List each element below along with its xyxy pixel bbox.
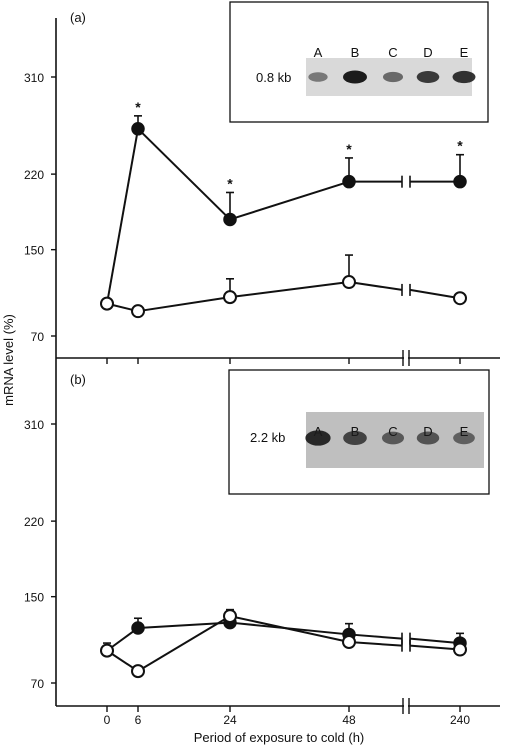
series-line-segment xyxy=(348,640,403,647)
significance-star: * xyxy=(346,141,352,157)
series-line-segment xyxy=(137,621,231,629)
y-tick-label: 310 xyxy=(24,418,44,432)
series-line-segment xyxy=(229,281,350,299)
x-tick-label: 6 xyxy=(135,713,142,727)
inset-lane-label: E xyxy=(460,45,469,60)
inset-band xyxy=(381,431,405,445)
series-line-segment xyxy=(348,633,403,640)
inset-band xyxy=(453,431,475,445)
y-tick-label: 220 xyxy=(24,168,44,182)
ticks-layer: 70 150 220 310 70 150 220 310 0 6 24 48 240 xyxy=(24,71,470,727)
inset-lane-label: D xyxy=(423,45,432,60)
x-tick-label: 240 xyxy=(450,713,470,727)
series-line-segment xyxy=(229,180,350,221)
data-point-open xyxy=(453,642,467,657)
inset-band xyxy=(343,70,367,84)
y-axis-title: mRNA level (%) xyxy=(1,314,16,406)
data-point-filled xyxy=(223,212,237,227)
inset-a-size-label: 0.8 kb xyxy=(256,70,291,85)
series-line-segment xyxy=(348,281,403,291)
inset-lane-label: B xyxy=(351,45,360,60)
data-point-open xyxy=(131,304,145,319)
inset-lane-label: E xyxy=(460,424,469,439)
significance-star: * xyxy=(135,99,141,115)
y-tick-label: 310 xyxy=(24,71,44,85)
series-line-segment xyxy=(409,637,461,645)
inset-lane-label: C xyxy=(388,45,397,60)
data-point-open xyxy=(223,290,237,305)
series-line-segment xyxy=(137,128,231,221)
axis-break-bottom xyxy=(402,698,410,714)
inset-band xyxy=(452,70,476,84)
inset-band xyxy=(416,71,440,83)
axis-break-top xyxy=(402,350,410,366)
inset-band xyxy=(305,430,331,446)
data-point-filled xyxy=(342,174,356,189)
y-tick-label: 70 xyxy=(31,330,45,344)
data-point-open xyxy=(131,664,145,679)
data-point-open xyxy=(100,296,114,311)
data-point-filled xyxy=(131,621,145,635)
data-point-filled xyxy=(453,174,467,189)
series-line-segment xyxy=(409,644,461,651)
inset-band xyxy=(308,72,328,82)
x-tick-label: 48 xyxy=(342,713,356,727)
series-line-segment xyxy=(106,128,139,304)
data-point-open xyxy=(342,275,356,290)
series-layer: * * * * xyxy=(100,99,467,679)
inset-a-lanes: A B C D E xyxy=(308,45,476,84)
data-point-open xyxy=(223,609,237,624)
data-point-open xyxy=(342,634,356,649)
x-tick-label: 24 xyxy=(223,713,237,727)
y-tick-label: 220 xyxy=(24,515,44,529)
inset-lane-label: C xyxy=(388,424,397,439)
inset-band xyxy=(382,71,404,83)
data-point-open xyxy=(453,291,467,306)
data-point-open xyxy=(100,643,114,658)
series-line-segment xyxy=(409,288,461,300)
inset-band xyxy=(343,430,367,446)
x-tick-label: 0 xyxy=(104,713,111,727)
panel-label-a: (a) xyxy=(70,10,86,25)
inset-b-size-label: 2.2 kb xyxy=(250,430,285,445)
inset-lane-label: A xyxy=(314,45,323,60)
panel-label-b: (b) xyxy=(70,372,86,387)
y-tick-label: 150 xyxy=(24,591,44,605)
series-line-segment xyxy=(229,615,350,643)
significance-star: * xyxy=(227,175,233,191)
series-line-segment xyxy=(137,615,231,672)
data-point-filled xyxy=(131,122,145,136)
y-tick-label: 70 xyxy=(31,677,45,691)
inset-band xyxy=(416,431,440,445)
inset-a: 0.8 kb A B C D E xyxy=(229,1,489,123)
significance-star: * xyxy=(457,138,463,154)
x-axis-title: Period of exposure to cold (h) xyxy=(194,730,365,745)
y-tick-label: 150 xyxy=(24,244,44,258)
series-line-segment xyxy=(137,296,231,313)
